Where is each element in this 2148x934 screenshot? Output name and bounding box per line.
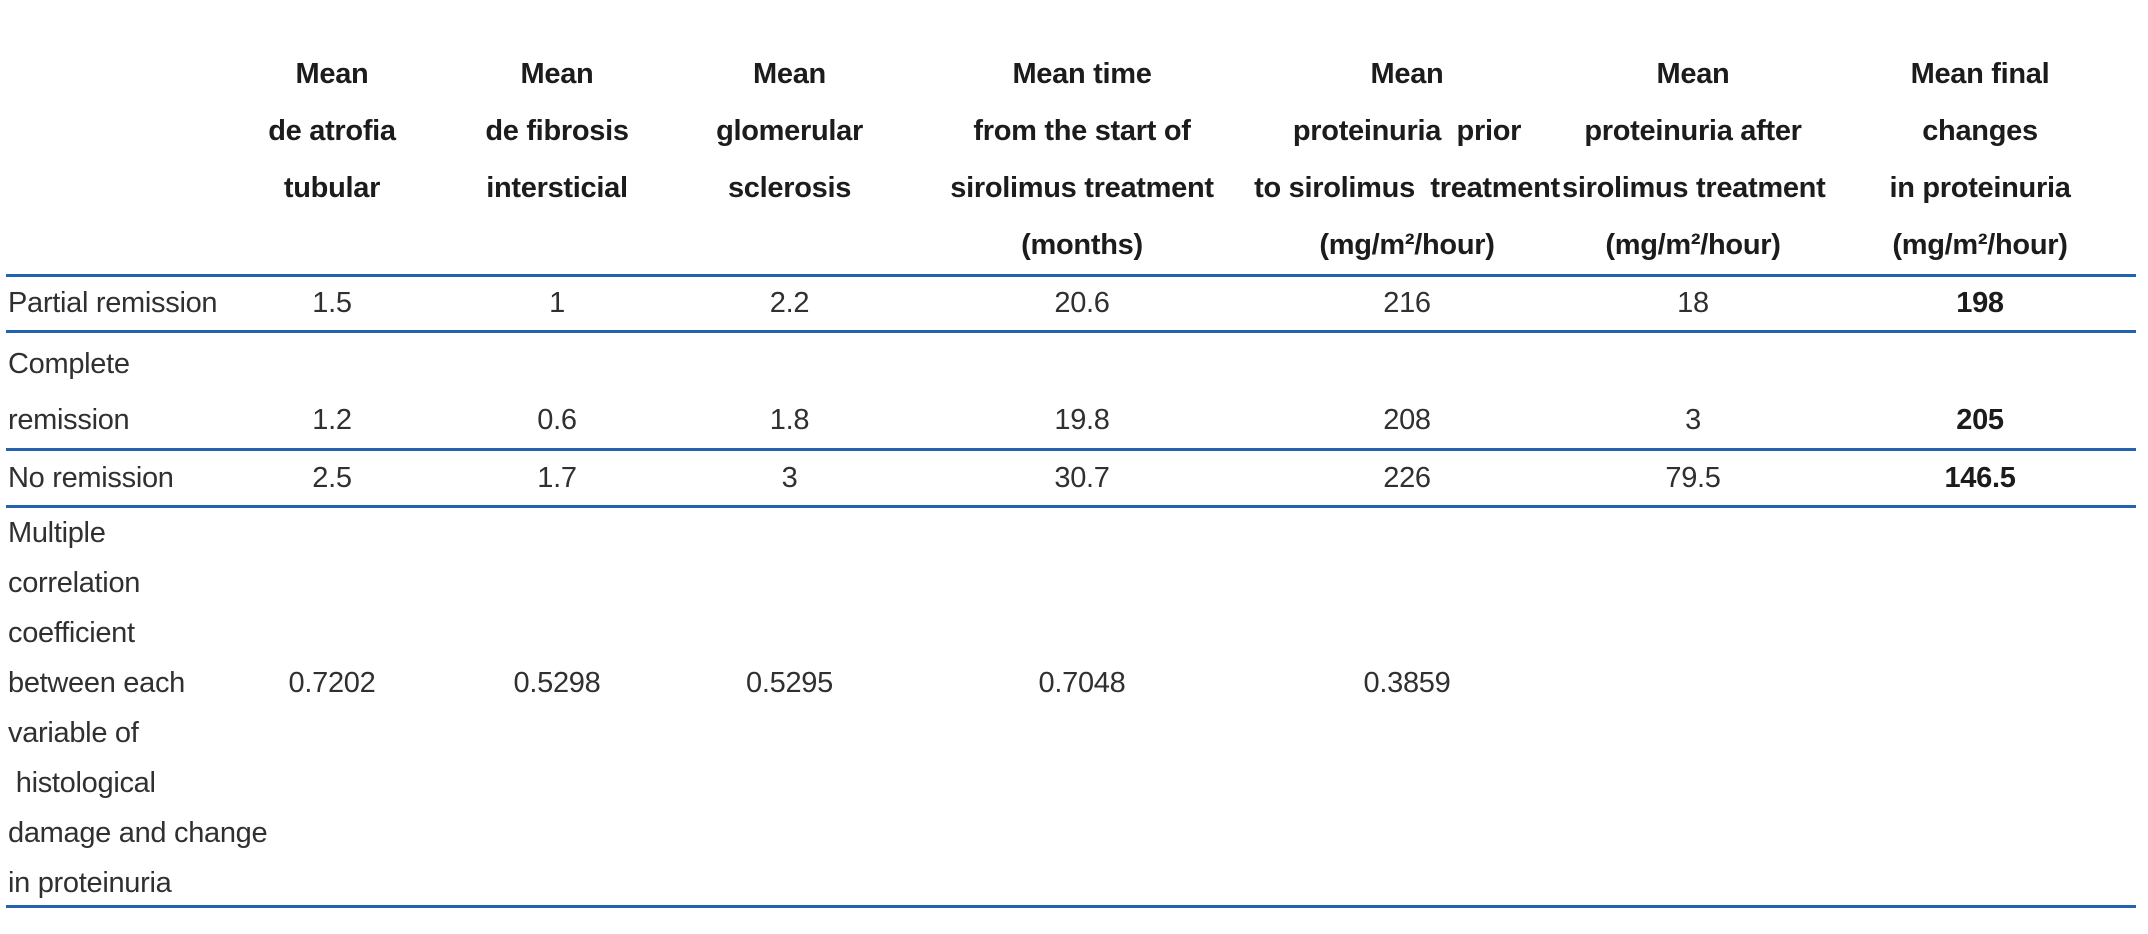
- cell-complete-final-change: 205: [1956, 404, 2004, 436]
- row-complete-remission: Complete remission 1.2 0.6 1.8 19.8 208 …: [6, 333, 2136, 451]
- cell-noremission-time: 30.7: [1054, 461, 1110, 494]
- header-cell-mean-atrofia-tubular: Mean de atrofia tubular: [268, 58, 396, 204]
- cell-partial-final-change: 198: [1956, 287, 2004, 319]
- header-cell-mean-time-from-start: Mean time from the start of sirolimus tr…: [950, 58, 1214, 261]
- cell-correlation-sclerosis: 0.5295: [746, 667, 833, 699]
- cell-noremission-prot-after: 79.5: [1665, 461, 1721, 494]
- cell-partial-sclerosis: 2.2: [769, 287, 810, 319]
- header-cell-mean-proteinuria-prior: Mean proteinuria prior to sirolimus trea…: [1254, 58, 1560, 261]
- row-multiple-correlation: Multiple correlation coefficient between…: [6, 508, 2136, 908]
- cell-correlation-prot-after: [1562, 508, 1824, 908]
- cell-partial-time: 20.6: [1054, 287, 1110, 319]
- row-no-remission: No remission 2.5 1.7 3 30.7 226 79.5 146…: [6, 451, 2136, 508]
- row-label-complete-remission: Complete remission: [8, 348, 130, 436]
- cell-complete-prot-prior: 208: [1383, 404, 1431, 436]
- row-partial-remission: Partial remission 1.5 1 2.2 20.6 216 18 …: [6, 277, 2136, 333]
- cell-complete-prot-after: 3: [1685, 404, 1701, 436]
- cell-partial-atrofia: 1.5: [312, 287, 352, 319]
- header-cell-mean-fibrosis-intersticial: Mean de fibrosis intersticial: [485, 58, 629, 204]
- table-header-row: Mean de atrofia tubular Mean de fibrosis…: [6, 0, 2136, 277]
- cell-partial-prot-prior: 216: [1383, 287, 1431, 319]
- cell-noremission-fibrosis: 1.7: [537, 461, 577, 494]
- cell-correlation-time: 0.7048: [1038, 667, 1126, 699]
- cell-noremission-prot-prior: 226: [1383, 461, 1431, 494]
- cell-complete-time: 19.8: [1054, 404, 1110, 436]
- header-cell-mean-proteinuria-after: Mean proteinuria after sirolimus treatme…: [1562, 58, 1826, 261]
- cell-noremission-sclerosis: 3: [781, 461, 798, 494]
- cell-correlation-atrofia: 0.7202: [288, 667, 376, 699]
- cell-noremission-final-change: 146.5: [1944, 461, 2016, 494]
- header-cell-mean-final-changes: Mean final changes in proteinuria (mg/m²…: [1889, 58, 2071, 261]
- cell-partial-prot-after: 18: [1677, 287, 1709, 319]
- cell-correlation-prot-prior: 0.3859: [1363, 667, 1451, 699]
- cell-noremission-atrofia: 2.5: [312, 461, 352, 494]
- row-label-multiple-correlation: Multiple correlation coefficient between…: [8, 517, 268, 899]
- cell-partial-fibrosis: 1: [549, 287, 565, 319]
- header-cell-mean-glomerular-sclerosis: Mean glomerular sclerosis: [716, 58, 863, 204]
- row-label-partial-remission: Partial remission: [8, 287, 218, 319]
- cell-complete-atrofia: 1.2: [312, 404, 352, 436]
- header-cell-row-label: [6, 0, 217, 274]
- row-label-no-remission: No remission: [8, 461, 174, 494]
- cell-correlation-fibrosis: 0.5298: [513, 667, 601, 699]
- cell-correlation-final-change: [1824, 508, 2136, 908]
- cell-complete-sclerosis: 1.8: [769, 404, 810, 436]
- cell-complete-fibrosis: 0.6: [537, 404, 577, 436]
